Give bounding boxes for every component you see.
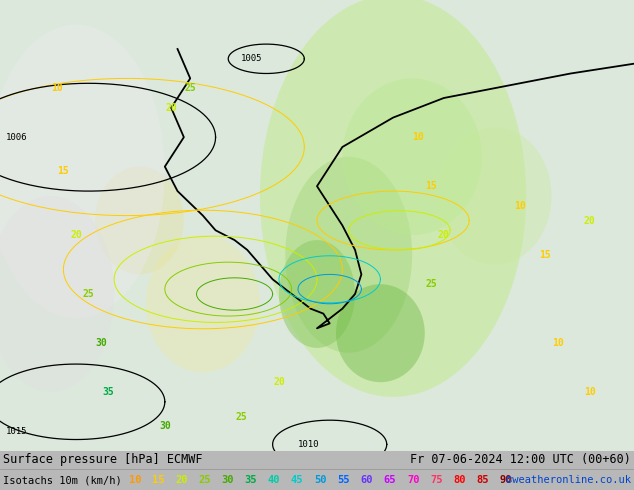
FancyBboxPatch shape	[0, 0, 634, 451]
Ellipse shape	[336, 284, 425, 382]
Text: 15: 15	[152, 475, 164, 485]
Text: 10: 10	[51, 83, 63, 93]
Text: 25: 25	[235, 412, 247, 421]
Ellipse shape	[285, 157, 412, 353]
Ellipse shape	[279, 240, 355, 348]
Text: 20: 20	[175, 475, 188, 485]
Text: 20: 20	[165, 103, 177, 113]
Text: 70: 70	[407, 475, 420, 485]
Text: 1006: 1006	[6, 133, 28, 142]
Text: 30: 30	[159, 421, 171, 431]
Text: 30: 30	[221, 475, 234, 485]
Text: 10: 10	[552, 338, 564, 348]
Text: 75: 75	[430, 475, 443, 485]
Text: 15: 15	[540, 250, 551, 260]
Text: 25: 25	[184, 83, 196, 93]
Text: 85: 85	[477, 475, 489, 485]
Text: 60: 60	[361, 475, 373, 485]
Text: 45: 45	[291, 475, 304, 485]
Text: 10: 10	[584, 387, 595, 397]
Ellipse shape	[0, 24, 165, 318]
Text: 20: 20	[584, 216, 595, 225]
Text: 10: 10	[413, 132, 424, 142]
Text: 25: 25	[425, 279, 437, 289]
Text: 1015: 1015	[6, 427, 28, 436]
Text: 10: 10	[129, 475, 141, 485]
FancyBboxPatch shape	[0, 451, 634, 490]
Text: 20: 20	[273, 377, 285, 387]
Text: 35: 35	[102, 387, 113, 397]
Text: 15: 15	[425, 181, 437, 191]
Text: Fr 07-06-2024 12:00 UTC (00+60): Fr 07-06-2024 12:00 UTC (00+60)	[410, 453, 631, 466]
Text: 30: 30	[96, 338, 107, 348]
Ellipse shape	[342, 78, 482, 235]
Text: 15: 15	[58, 167, 69, 176]
Text: Surface pressure [hPa] ECMWF: Surface pressure [hPa] ECMWF	[3, 453, 203, 466]
Text: 35: 35	[245, 475, 257, 485]
Text: Isotachs 10m (km/h): Isotachs 10m (km/h)	[3, 475, 122, 485]
Text: ©weatheronline.co.uk: ©weatheronline.co.uk	[506, 475, 631, 485]
Ellipse shape	[437, 127, 552, 265]
Text: 65: 65	[384, 475, 396, 485]
Ellipse shape	[95, 167, 184, 274]
Text: 25: 25	[198, 475, 210, 485]
Text: 90: 90	[500, 475, 512, 485]
Text: 50: 50	[314, 475, 327, 485]
Text: 1005: 1005	[241, 54, 262, 63]
Text: 40: 40	[268, 475, 280, 485]
Ellipse shape	[0, 196, 114, 392]
Text: 25: 25	[83, 289, 94, 299]
Ellipse shape	[146, 235, 260, 372]
Ellipse shape	[260, 0, 526, 397]
Text: 80: 80	[453, 475, 466, 485]
Text: 20: 20	[438, 230, 450, 240]
Text: 20: 20	[70, 230, 82, 240]
Text: 10: 10	[514, 201, 526, 211]
Text: 1010: 1010	[298, 440, 320, 449]
Text: 55: 55	[337, 475, 350, 485]
